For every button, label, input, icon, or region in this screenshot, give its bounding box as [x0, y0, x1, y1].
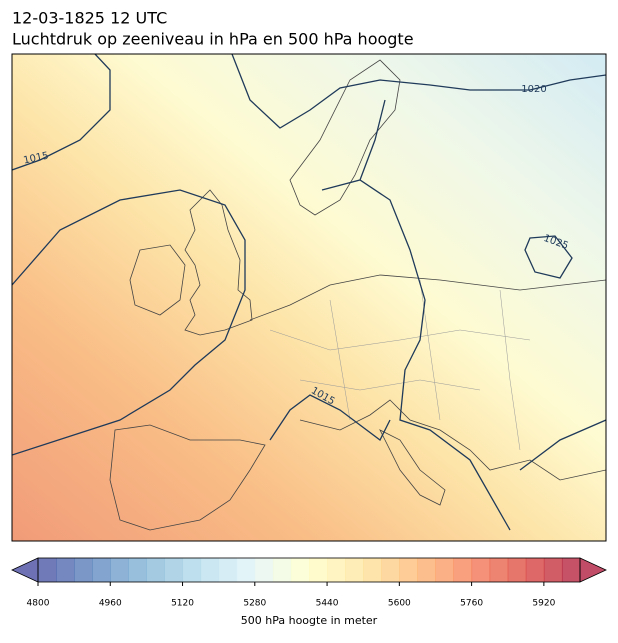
map-background	[12, 54, 606, 541]
colorbar-box	[110, 558, 129, 582]
colorbar-box	[164, 558, 184, 582]
colorbar-box	[128, 558, 147, 582]
colorbar-box	[525, 558, 545, 582]
coastline	[109, 424, 266, 531]
colorbar-box	[489, 558, 509, 582]
colorbar-box	[345, 558, 364, 582]
colorbar-box	[363, 558, 382, 582]
coastline	[129, 244, 186, 316]
map: 1015 1020 1025 1015	[12, 54, 606, 541]
colorbar-tick-label: 5280	[243, 599, 266, 609]
isobar	[231, 54, 606, 129]
colorbar-box	[561, 558, 581, 582]
colorbar-box	[381, 558, 400, 582]
colorbar-box	[200, 558, 220, 582]
colorbar-tick-label: 4800	[27, 599, 50, 609]
colorbar-box	[471, 558, 491, 582]
colorbar-box	[38, 558, 57, 582]
coastline	[249, 274, 606, 321]
colorbar-box	[417, 558, 436, 582]
map-frame	[11, 53, 607, 542]
colorbar-box	[435, 558, 455, 582]
isobar-label: 1015	[23, 150, 50, 166]
isobar	[321, 99, 511, 531]
coastline	[299, 399, 606, 481]
coastline	[184, 189, 253, 336]
isobar-label: 1020	[521, 84, 546, 95]
colorbar-tick-label: 5760	[460, 599, 483, 609]
colorbar-extend	[579, 557, 607, 583]
subtitle: Luchtdruk op zeeniveau in hPa en 500 hPa…	[12, 30, 414, 49]
colorbar-box	[56, 558, 75, 582]
title: 12-03-1825 12 UTC	[12, 9, 167, 28]
colorbar-tick-label: 5440	[316, 599, 339, 609]
colorbar-box	[236, 558, 256, 582]
colorbar-label: 500 hPa hoogte in meter	[241, 614, 378, 627]
colorbar-tick-label: 4960	[99, 599, 122, 609]
border	[269, 279, 531, 451]
colorbar-box	[290, 558, 310, 582]
colorbar-box	[507, 558, 527, 582]
colorbar-box	[272, 558, 292, 582]
colorbar-box	[399, 558, 418, 582]
isobar	[12, 189, 246, 456]
coastline	[379, 429, 446, 506]
colorbar-box	[92, 558, 111, 582]
colorbar-frame	[37, 557, 581, 583]
colorbar-box	[74, 558, 93, 582]
colorbar-box	[327, 558, 346, 582]
isobar	[519, 419, 606, 471]
colorbar-box	[218, 558, 238, 582]
isobar	[524, 235, 573, 279]
colorbar-tick-label: 5920	[532, 599, 555, 609]
colorbar-box	[543, 558, 563, 582]
colorbar: 4800 4960 5120 5280 5440 5600 5760 5920	[11, 557, 607, 609]
coastline	[289, 59, 401, 216]
isobar	[12, 54, 111, 171]
colorbar-box	[309, 558, 328, 582]
colorbar-box	[146, 558, 165, 582]
colorbar-box	[453, 558, 473, 582]
colorbar-box	[254, 558, 274, 582]
colorbar-extend	[11, 557, 39, 583]
colorbar-box	[182, 558, 202, 582]
isobar	[269, 394, 391, 441]
colorbar-tick-label: 5120	[171, 599, 194, 609]
colorbar-tick-label: 5600	[388, 599, 411, 609]
